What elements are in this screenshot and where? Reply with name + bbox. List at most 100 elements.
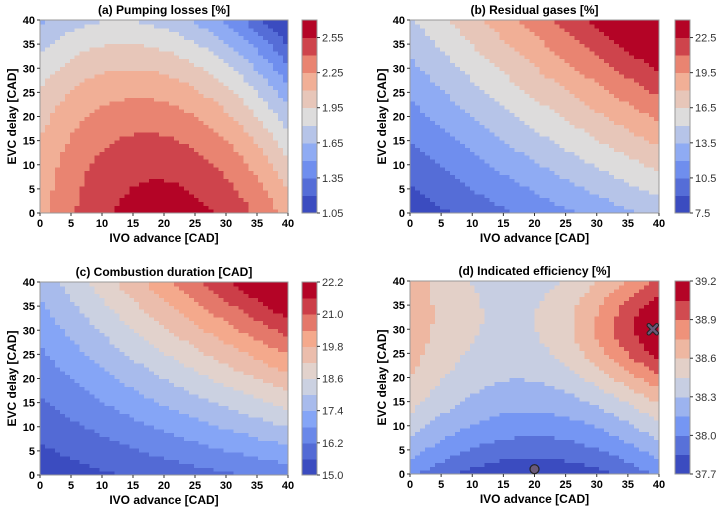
contour-cell — [129, 62, 135, 67]
contour-cell — [283, 66, 289, 71]
contour-cell — [639, 201, 645, 206]
contour-cell — [243, 170, 249, 175]
contour-cell — [619, 162, 625, 168]
contour-cell — [144, 112, 150, 118]
contour-cell — [203, 151, 210, 156]
contour-cell — [589, 112, 595, 118]
contour-cell — [168, 147, 175, 152]
contour-cell — [134, 151, 140, 156]
contour-cell — [114, 23, 120, 29]
contour-cell — [594, 108, 600, 114]
contour-cell — [228, 128, 235, 133]
contour-cell — [193, 189, 200, 195]
contour-cell — [168, 170, 175, 175]
contour-cell — [429, 185, 436, 191]
contour-cell — [429, 39, 436, 44]
contour-cell — [59, 112, 66, 118]
contour-cell — [203, 101, 210, 106]
contour-cell — [54, 77, 61, 83]
contour-cell — [479, 197, 486, 203]
contour-cell — [474, 20, 481, 25]
contour-cell — [574, 23, 580, 29]
contour-cell — [253, 85, 259, 91]
contour-cell — [444, 158, 451, 164]
contour-cell — [504, 93, 511, 98]
contour-cell — [499, 182, 506, 187]
contour-cell — [524, 23, 531, 29]
contour-cell — [178, 174, 185, 179]
contour-cell — [104, 205, 111, 210]
contour-cell — [134, 89, 140, 94]
contour-cell — [499, 151, 506, 156]
contour-cell — [273, 182, 279, 187]
contour-cell — [268, 143, 274, 148]
contour-cell — [554, 131, 560, 137]
contour-cell — [444, 108, 451, 114]
contour-cell — [414, 201, 421, 206]
contour-cell — [579, 70, 585, 75]
contour-cell — [64, 158, 71, 164]
contour-cell — [619, 139, 625, 145]
contour-cell — [539, 182, 546, 187]
contour-cell — [629, 116, 635, 121]
contour-cell — [649, 174, 655, 179]
contour-cell — [479, 20, 486, 25]
contour-cell — [59, 128, 66, 133]
contour-cell — [188, 170, 195, 175]
contour-cell — [549, 201, 556, 206]
contour-cell — [278, 58, 284, 64]
contour-cell — [574, 97, 580, 102]
contour-cell — [549, 70, 556, 75]
contour-cell — [109, 108, 115, 114]
contour-cell — [604, 166, 610, 172]
contour-cell — [444, 201, 451, 206]
contour-cell — [168, 143, 175, 148]
contour-cell — [549, 35, 556, 40]
contour-cell — [604, 62, 610, 67]
contour-cell — [203, 185, 210, 191]
contour-cell — [40, 143, 46, 148]
contour-cell — [609, 162, 615, 168]
contour-cell — [549, 74, 556, 79]
contour-cell — [173, 155, 180, 160]
contour-cell — [144, 158, 150, 164]
contour-cell — [203, 155, 210, 160]
contour-cell — [74, 197, 81, 203]
contour-cell — [489, 77, 496, 83]
contour-cell — [584, 81, 590, 87]
contour-cell — [554, 170, 560, 175]
contour-cell — [208, 23, 215, 29]
contour-cell — [154, 112, 160, 118]
contour-cell — [173, 101, 180, 106]
contour-cell — [529, 97, 536, 102]
contour-cell — [604, 124, 610, 129]
contour-cell — [243, 197, 249, 203]
contour-cell — [139, 201, 145, 206]
contour-cell — [429, 151, 436, 156]
contour-cell — [534, 31, 541, 37]
contour-cell — [228, 139, 235, 145]
contour-cell — [539, 112, 546, 118]
contour-cell — [129, 54, 135, 60]
contour-cell — [203, 174, 210, 179]
contour-cell — [484, 147, 491, 152]
contour-cell — [624, 58, 630, 64]
contour-cell — [154, 178, 160, 183]
contour-cell — [589, 77, 595, 83]
contour-cell — [424, 201, 431, 206]
contour-cell — [424, 166, 431, 172]
contour-cell — [459, 174, 466, 179]
contour-cell — [484, 128, 491, 133]
contour-cell — [104, 58, 111, 64]
contour-cell — [213, 155, 220, 160]
contour-cell — [238, 143, 244, 148]
contour-cell — [454, 89, 461, 94]
contour-cell — [223, 155, 230, 160]
contour-cell — [424, 23, 431, 29]
contour-cell — [154, 104, 160, 110]
contour-cell — [649, 112, 655, 118]
contour-cell — [549, 128, 556, 133]
contour-cell — [248, 74, 254, 79]
contour-cell — [243, 108, 249, 114]
contour-cell — [579, 162, 585, 168]
